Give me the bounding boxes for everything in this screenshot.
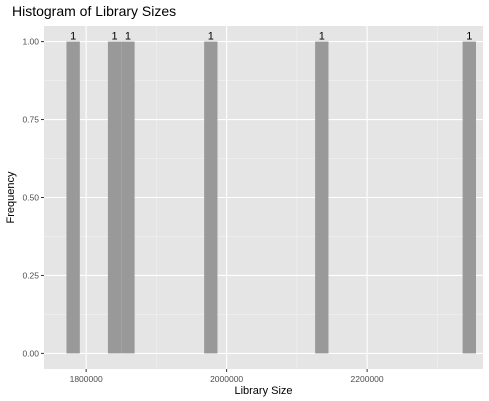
x-tick-label-2: 2200000 xyxy=(351,374,384,384)
y-tick-label-4: 1.00 xyxy=(22,37,39,47)
x-tick-label-0: 1800000 xyxy=(70,374,103,384)
histogram-bars xyxy=(66,41,476,354)
histogram-bar-3 xyxy=(204,41,218,354)
histogram-bar-1 xyxy=(107,41,122,354)
x-axis-title: Library Size xyxy=(234,385,292,397)
chart-title: Histogram of Library Sizes xyxy=(12,3,176,19)
bar-count-label-0: 1 xyxy=(70,31,76,43)
histogram-bar-5 xyxy=(462,41,476,354)
bar-count-label-4: 1 xyxy=(319,31,325,43)
bar-count-label-5: 1 xyxy=(466,31,472,43)
y-axis-title: Frequency xyxy=(5,171,17,223)
bar-count-label-1: 1 xyxy=(112,31,118,43)
y-tick-label-2: 0.50 xyxy=(22,193,39,203)
histogram-bar-0 xyxy=(66,41,80,354)
histogram-bar-2 xyxy=(121,41,135,354)
y-axis: 0.00 0.25 0.50 0.75 1.00 xyxy=(22,37,44,358)
y-tick-label-3: 0.75 xyxy=(22,115,39,125)
y-tick-label-0: 0.00 xyxy=(22,348,39,358)
x-axis: 1800000 2000000 2200000 xyxy=(70,369,384,384)
histogram-bar-4 xyxy=(315,41,329,354)
bar-count-label-2: 1 xyxy=(125,31,131,43)
y-tick-label-1: 0.25 xyxy=(22,270,39,280)
bar-count-label-3: 1 xyxy=(208,31,214,43)
x-tick-label-1: 2000000 xyxy=(210,374,243,384)
